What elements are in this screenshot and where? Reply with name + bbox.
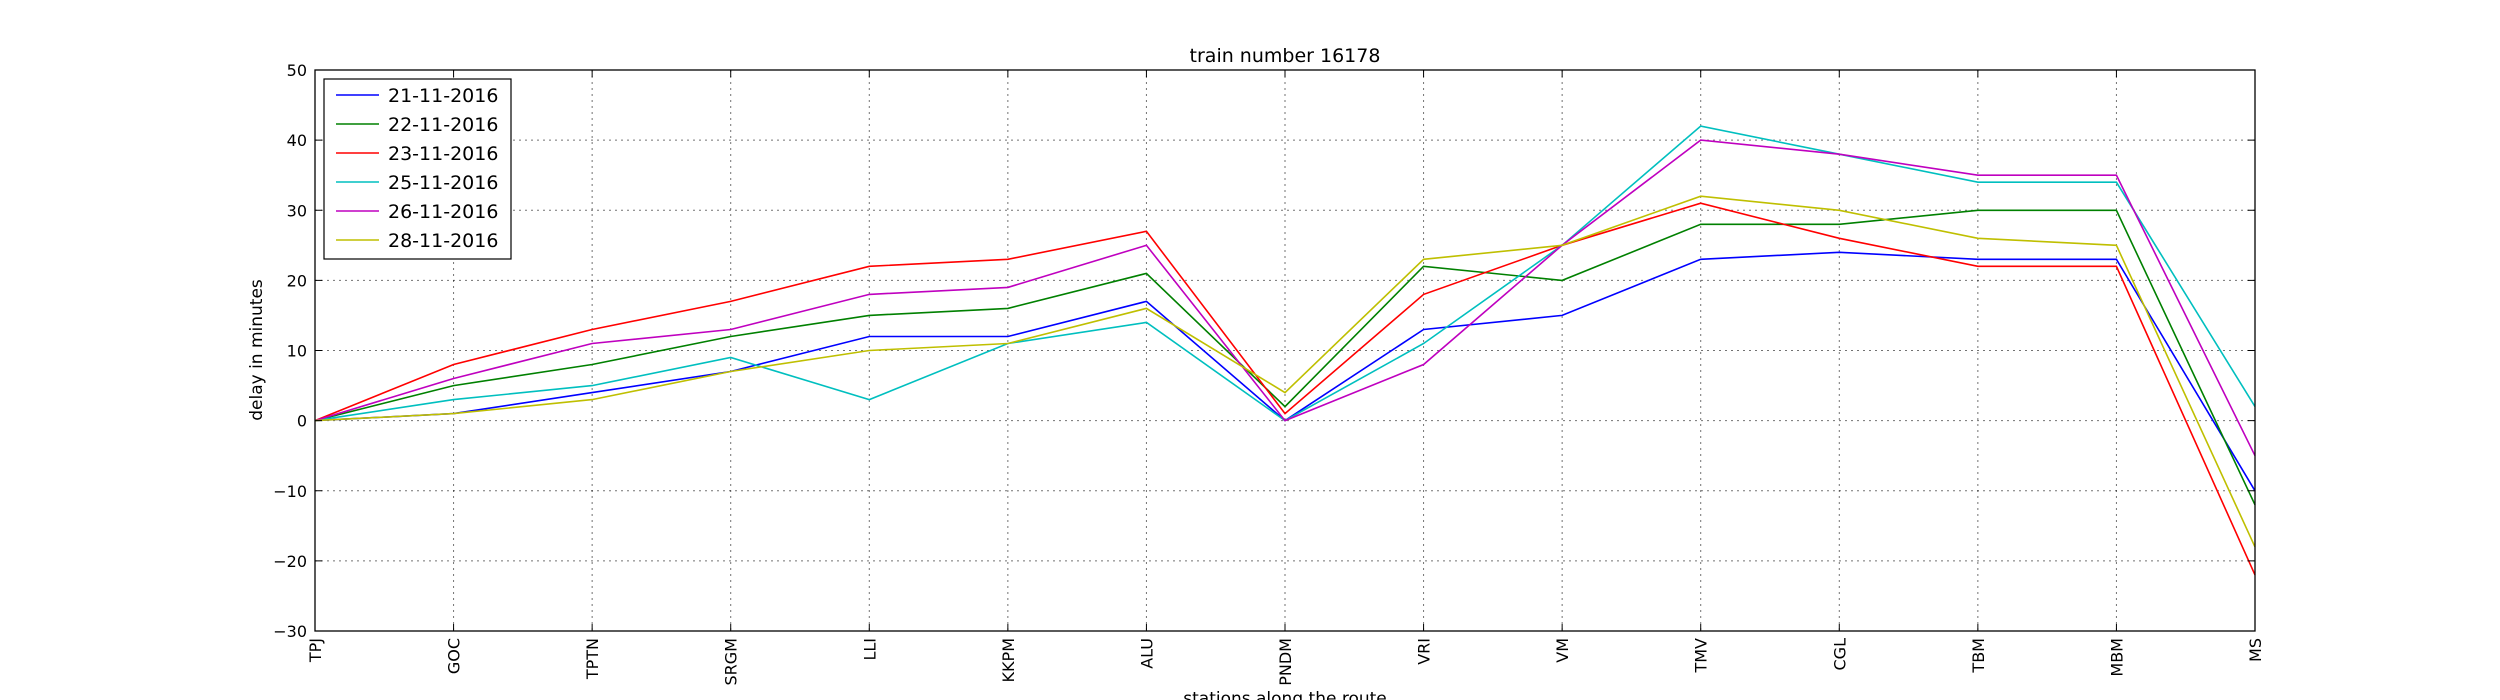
x-tick-label: LLI	[860, 638, 879, 661]
y-axis-title: delay in minutes	[247, 279, 267, 421]
legend-label: 21-11-2016	[388, 85, 498, 107]
y-tick-label: 20	[287, 271, 307, 290]
x-tick-label: MS	[2246, 638, 2265, 662]
x-tick-label: TBM	[1969, 638, 1988, 674]
y-tick-label: 0	[297, 412, 307, 431]
x-tick-label: TPJ	[306, 638, 325, 663]
y-tick-label: −20	[273, 552, 307, 571]
x-axis: TPJ GOC TPTN SRGM LLI KKPM ALU PNDM VRI VM TMV CGL T…	[306, 70, 2265, 686]
x-tick-label: VRI	[1415, 638, 1434, 665]
x-tick-label: PNDM	[1276, 638, 1295, 686]
y-tick-label: 10	[287, 342, 307, 361]
series-line-28-11-2016	[314, 195, 2256, 548]
legend-label: 26-11-2016	[388, 201, 498, 223]
y-tick-label: 30	[287, 201, 307, 220]
x-tick-label: VM	[1553, 638, 1572, 663]
legend-label: 25-11-2016	[388, 172, 498, 194]
x-tick-label: TPTN	[583, 638, 602, 680]
y-tick-label: −10	[273, 482, 307, 501]
legend: 21-11-2016 22-11-2016 23-11-2016 25-11-2016…	[323, 78, 512, 260]
y-tick-label: 50	[287, 61, 307, 80]
series-line-26-11-2016	[314, 139, 2256, 457]
series-line-23-11-2016	[314, 202, 2256, 576]
x-tick-label: GOC	[445, 638, 464, 674]
series-lines	[314, 125, 2256, 576]
chart-title: train number 16178	[1190, 45, 1381, 67]
series-line-22-11-2016	[314, 209, 2256, 506]
x-tick-label: TMV	[1692, 638, 1711, 674]
legend-label: 28-11-2016	[388, 230, 498, 252]
legend-box	[323, 78, 512, 260]
x-tick-label: MBM	[2107, 638, 2126, 677]
x-tick-label: SRGM	[722, 638, 741, 685]
x-axis-title: stations along the route	[1183, 689, 1387, 700]
x-tick-label: ALU	[1137, 638, 1156, 669]
y-tick-label: −30	[273, 622, 307, 641]
legend-label: 23-11-2016	[388, 143, 498, 165]
y-axis: −30 −20 −10 0 10 20 30 40 50	[273, 61, 2255, 641]
y-tick-label: 40	[287, 131, 307, 150]
x-tick-label: KKPM	[999, 638, 1018, 682]
legend-label: 22-11-2016	[388, 114, 498, 136]
x-tick-label: CGL	[1830, 638, 1849, 671]
